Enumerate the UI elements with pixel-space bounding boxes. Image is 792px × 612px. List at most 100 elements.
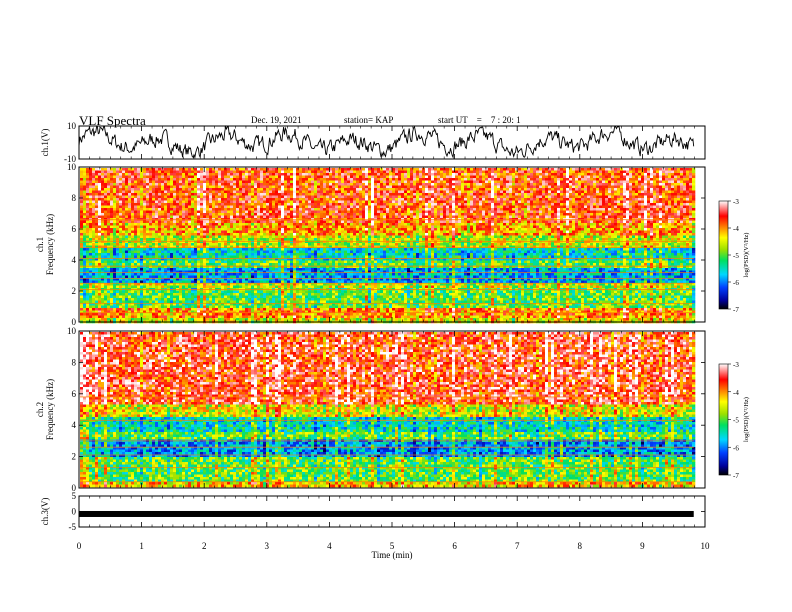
spectrogram-cell: [206, 230, 210, 234]
spectrogram-cell: [251, 185, 255, 189]
spectrogram-cell: [209, 193, 213, 196]
spectrogram-cell: [194, 250, 198, 254]
spectrogram-cell: [149, 170, 153, 174]
spectrogram-cell: [122, 213, 126, 216]
spectrogram-cell: [161, 245, 165, 249]
spectrogram-cell: [302, 278, 306, 281]
spectrogram-cell: [287, 215, 291, 219]
spectrogram-cell: [164, 180, 168, 184]
spectrogram-cell: [191, 293, 195, 296]
spectrogram-cell: [290, 248, 294, 251]
spectrogram-cell: [311, 238, 315, 241]
spectrogram-cell: [233, 243, 237, 246]
spectrogram-cell: [92, 298, 96, 301]
spectrogram-cell: [164, 175, 168, 179]
spectrogram-cell: [227, 303, 231, 306]
spectrogram-cell: [305, 188, 309, 191]
spectrogram-cell: [92, 208, 96, 211]
spectrogram-cell: [263, 168, 267, 171]
spectrogram-cell: [239, 175, 243, 179]
spectrogram-cell: [101, 293, 105, 296]
spectrogram-cell: [317, 195, 321, 199]
spectrogram-cell: [140, 193, 144, 196]
spectrogram-cell: [272, 268, 276, 271]
spectrogram-cell: [209, 300, 213, 304]
spectrogram-cell: [89, 168, 93, 171]
spectrogram-cell: [272, 298, 276, 301]
spectrogram-cell: [263, 315, 267, 319]
spectrogram-cell: [146, 290, 150, 294]
spectrogram-cell: [83, 263, 87, 266]
spectrogram-cell: [83, 270, 87, 274]
spectrogram-cell: [224, 308, 228, 311]
spectrogram-cell: [236, 238, 240, 241]
spectrogram-cell: [155, 190, 159, 194]
spectrogram-cell: [185, 205, 189, 209]
spectrogram-cell: [305, 173, 309, 176]
spectrogram-cell: [191, 180, 195, 184]
spectrogram-cell: [281, 175, 285, 179]
spectrogram-cell: [197, 168, 201, 171]
spectrogram-cell: [122, 180, 126, 184]
spectrogram-cell: [311, 183, 315, 186]
spectrogram-cell: [98, 275, 102, 279]
spectrogram-cell: [86, 235, 90, 239]
spectrogram-cell: [290, 173, 294, 176]
spectrogram-cell: [251, 273, 255, 276]
spectrogram-cell: [203, 233, 207, 236]
spectrogram-cell: [260, 223, 264, 226]
spectrogram-cell: [116, 223, 120, 226]
spectrogram-cell: [230, 310, 234, 314]
spectrogram-cell: [245, 280, 249, 284]
spectrogram-cell: [176, 205, 180, 209]
spectrogram-cell: [287, 200, 291, 204]
spectrogram-cell: [227, 273, 231, 276]
spectrogram-cell: [263, 223, 267, 226]
spectrogram-cell: [281, 295, 285, 299]
spectrogram-cell: [185, 275, 189, 279]
spectrogram-cell: [122, 275, 126, 279]
spectrogram-cell: [149, 260, 153, 264]
spectrogram-cell: [230, 315, 234, 319]
spectrogram-cell: [296, 220, 300, 224]
spectrogram-cell: [179, 168, 183, 171]
spectrogram-cell: [224, 300, 228, 304]
spectrogram-cell: [182, 200, 186, 204]
spectrogram-cell: [167, 220, 171, 224]
spectrogram-cell: [308, 180, 312, 184]
spectrogram-cell: [230, 213, 234, 216]
spectrogram-cell: [221, 308, 225, 311]
spectrogram-cell: [272, 303, 276, 306]
spectrogram-cell: [161, 315, 165, 319]
spectrogram-cell: [212, 220, 216, 224]
spectrogram-cell: [80, 245, 84, 249]
spectrogram-cell: [296, 310, 300, 314]
spectrogram-cell: [116, 240, 120, 244]
spectrogram-cell: [161, 280, 165, 284]
spectrogram-cell: [164, 203, 168, 206]
spectrogram-cell: [83, 260, 87, 264]
spectrogram-cell: [119, 170, 123, 174]
spectrogram-cell: [101, 203, 105, 206]
spectrogram-cell: [107, 223, 111, 226]
spectrogram-cell: [266, 318, 270, 321]
spectrogram-cell: [245, 283, 249, 286]
spectrogram-cell: [209, 250, 213, 254]
spectrogram-cell: [311, 305, 315, 309]
spectrogram-cell: [311, 285, 315, 289]
spectrogram-cell: [311, 178, 315, 181]
spectrogram-cell: [230, 193, 234, 196]
spectrogram-cell: [107, 238, 111, 241]
spectrogram-cell: [281, 265, 285, 269]
spectrogram-cell: [173, 293, 177, 296]
spectrogram-cell: [80, 295, 84, 299]
spectrogram-cell: [113, 260, 117, 264]
spectrogram-cell: [176, 228, 180, 231]
spectrogram-cell: [107, 233, 111, 236]
spectrogram-cell: [146, 195, 150, 199]
spectrogram-cell: [281, 180, 285, 184]
spectrogram-cell: [224, 183, 228, 186]
spectrogram-cell: [215, 248, 219, 251]
spectrogram-cell: [113, 230, 117, 234]
spectrogram-cell: [257, 213, 261, 216]
